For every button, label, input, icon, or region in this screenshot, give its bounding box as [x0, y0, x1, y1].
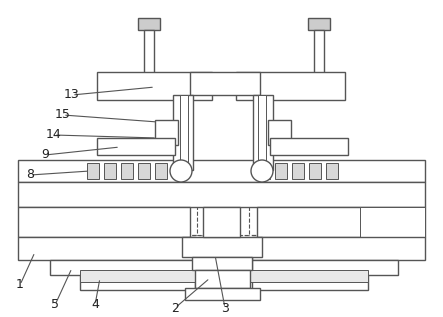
Bar — [50, 260, 195, 275]
Bar — [182, 237, 262, 257]
Bar — [18, 182, 425, 207]
Bar — [252, 237, 425, 260]
Bar — [252, 260, 398, 275]
Bar — [253, 95, 273, 170]
Bar — [360, 207, 425, 237]
Bar — [173, 95, 193, 170]
Bar — [270, 138, 348, 155]
Bar — [190, 72, 260, 95]
Bar — [97, 138, 175, 155]
Bar — [236, 72, 345, 100]
Bar — [87, 163, 99, 179]
Bar — [197, 175, 249, 235]
Bar — [195, 270, 250, 288]
Bar — [18, 160, 425, 182]
Bar — [144, 30, 154, 75]
Bar — [258, 163, 270, 179]
Bar — [308, 18, 330, 30]
Bar — [292, 163, 304, 179]
Bar — [192, 257, 252, 270]
Text: 5: 5 — [51, 299, 59, 312]
Bar — [228, 270, 368, 282]
Bar — [18, 237, 195, 260]
Bar — [268, 120, 291, 145]
Bar — [155, 120, 178, 145]
Bar — [138, 163, 150, 179]
Bar — [180, 95, 188, 170]
Bar — [208, 265, 228, 288]
Bar — [18, 207, 190, 237]
Bar — [326, 163, 338, 179]
Text: 1: 1 — [16, 279, 24, 292]
Text: 3: 3 — [221, 301, 229, 314]
Bar — [203, 207, 240, 237]
Text: 4: 4 — [91, 299, 99, 312]
Text: 13: 13 — [64, 88, 80, 101]
Circle shape — [170, 160, 192, 182]
Text: 14: 14 — [46, 128, 62, 141]
Bar — [309, 163, 321, 179]
Bar — [257, 207, 425, 237]
Text: 8: 8 — [26, 169, 34, 182]
Bar — [185, 90, 263, 235]
Text: 9: 9 — [41, 148, 49, 161]
Bar — [121, 163, 133, 179]
Bar — [185, 288, 260, 300]
Circle shape — [251, 160, 273, 182]
Text: 15: 15 — [55, 108, 71, 121]
Bar — [314, 30, 324, 75]
Bar — [215, 265, 228, 288]
Bar — [80, 275, 195, 290]
Bar — [252, 275, 368, 290]
Text: 2: 2 — [171, 301, 179, 314]
Bar — [104, 163, 116, 179]
Bar — [275, 163, 287, 179]
Bar — [97, 72, 212, 100]
Bar — [155, 163, 167, 179]
Bar — [258, 95, 266, 170]
Bar — [80, 270, 215, 282]
Bar — [138, 18, 160, 30]
